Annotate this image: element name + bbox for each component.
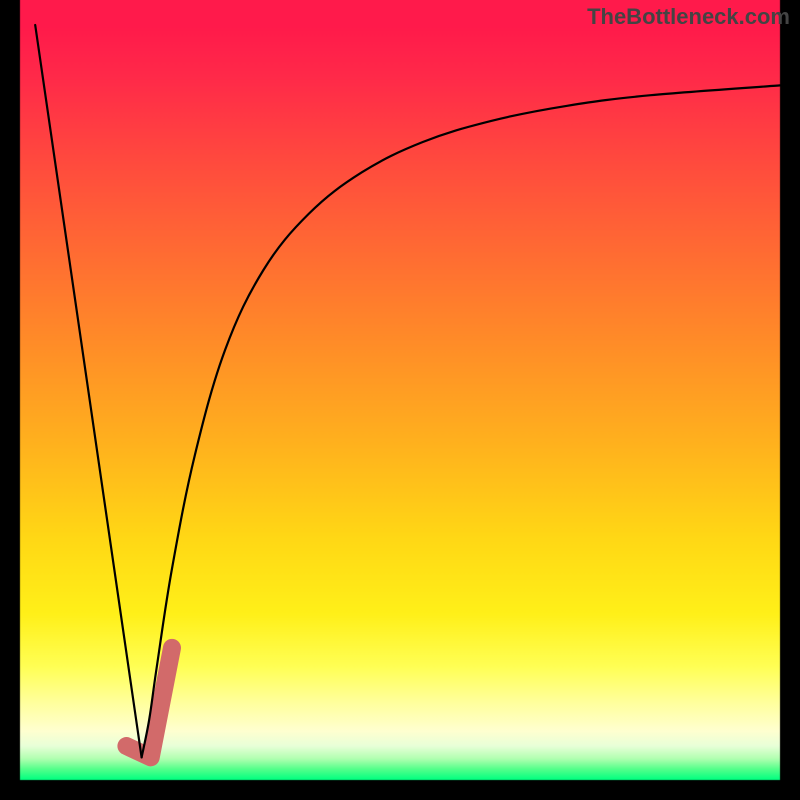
chart-svg <box>0 0 800 800</box>
watermark-text: TheBottleneck.com <box>587 4 790 30</box>
series-left-line <box>35 25 141 757</box>
series-right-curve <box>142 85 780 757</box>
chart-container: TheBottleneck.com <box>0 0 800 800</box>
